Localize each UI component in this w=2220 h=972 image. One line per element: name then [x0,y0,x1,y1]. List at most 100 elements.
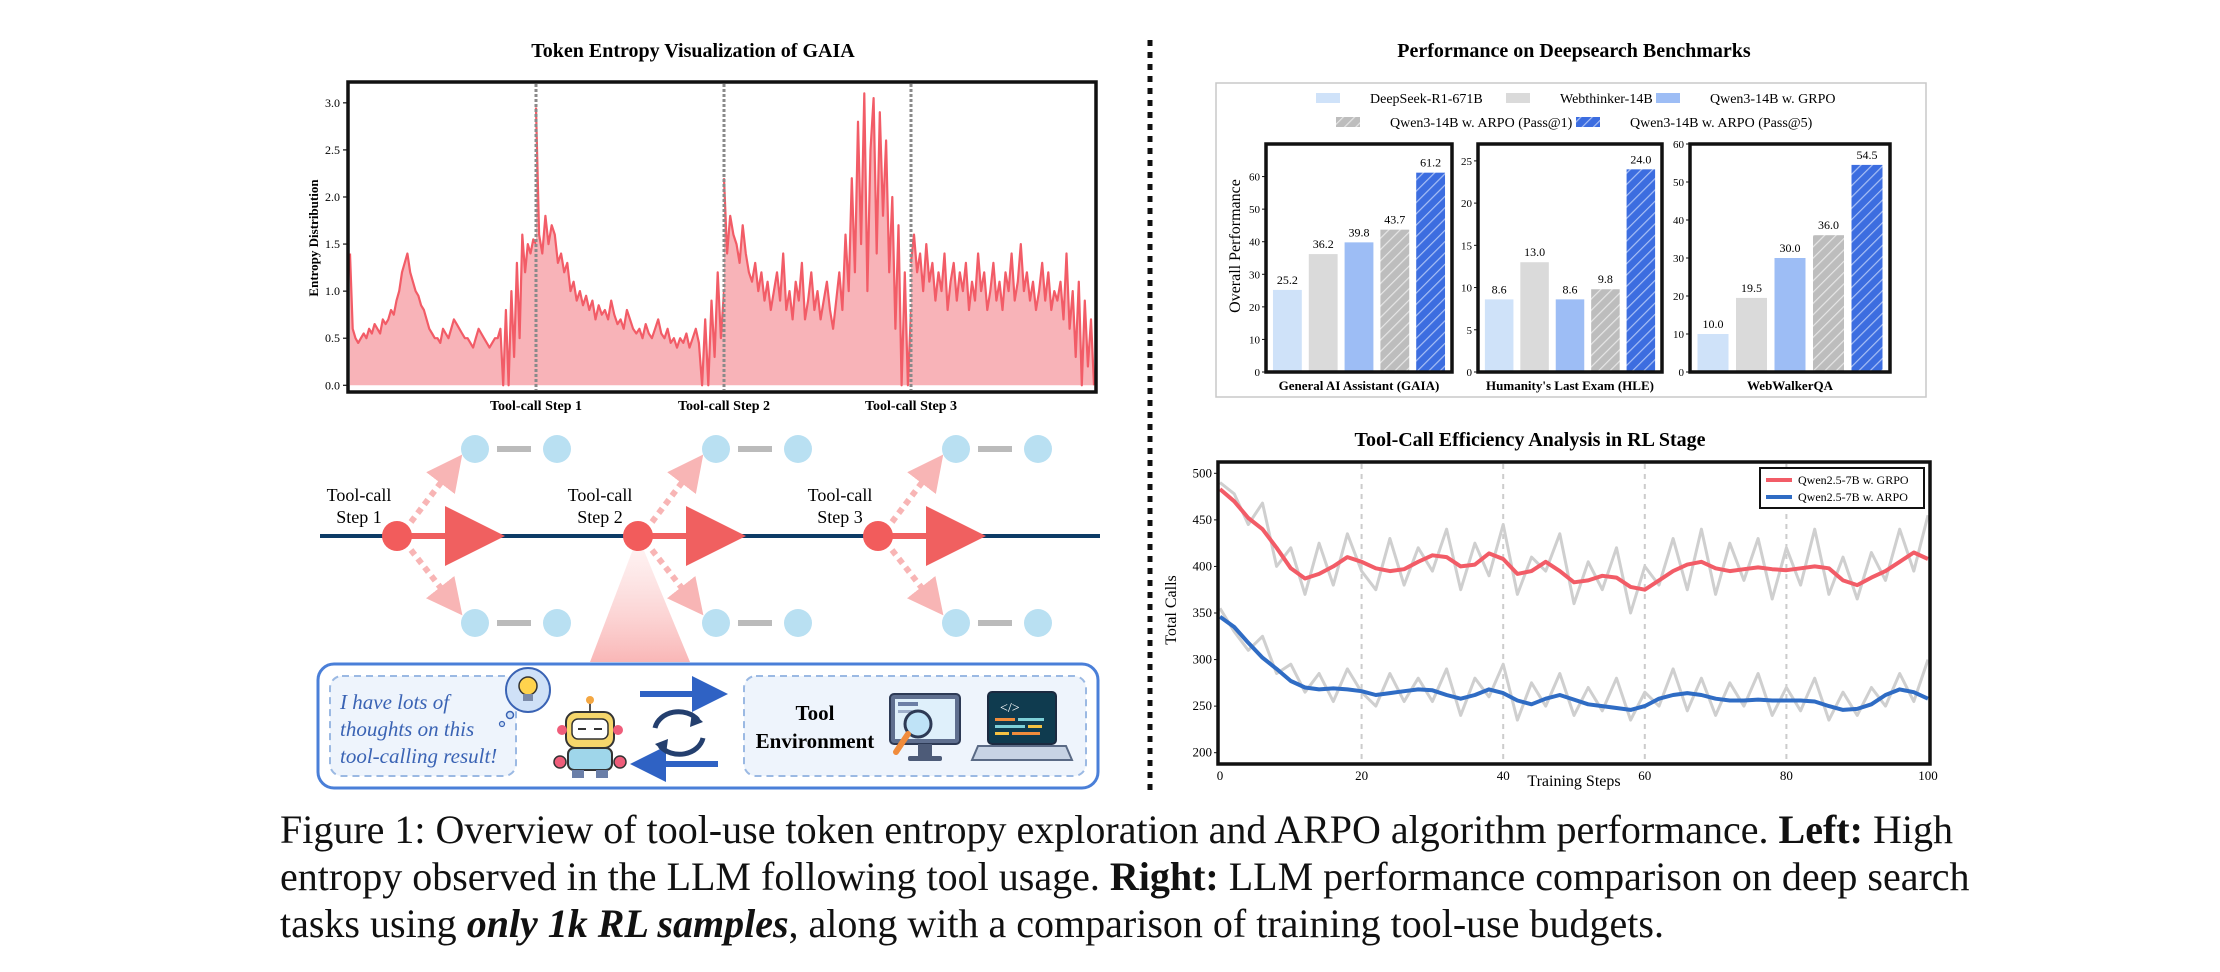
thought-line-3: tool-calling result! [340,744,497,768]
bench-bar [1591,289,1620,372]
node-label: Step 1 [336,507,382,527]
leaf-node [942,609,970,637]
entropy-ylabel: Entropy Distribution [306,179,321,297]
eff-ylabel: Total Calls [1163,575,1180,645]
branch-up-arrow [649,454,704,524]
legend-label: Webthinker-14B [1560,92,1653,107]
eff-x-tick-label: 100 [1918,768,1938,783]
legend-swatch [1316,93,1340,103]
bench-subplots: 010203040506025.236.239.843.761.2General… [1249,139,1892,393]
node-label: Tool-call [808,485,873,505]
eff-x-tick-label: 0 [1217,768,1224,783]
figure-canvas: Token Entropy Visualization of GAIA Entr… [306,40,1938,792]
legend-swatch [1336,117,1360,127]
bench-y-tick-label: 50 [1673,177,1685,189]
caption-suffix: , along with a comparison of training to… [788,901,1664,946]
bench-y-tick-label: 20 [1249,302,1261,314]
bench-bar [1520,262,1549,372]
bench-category-label: Humanity's Last Exam (HLE) [1486,378,1654,393]
bench-y-tick-label: 10 [1461,283,1473,295]
entropy-line [909,233,1096,387]
bench-y-tick-label: 10 [1249,334,1261,346]
tool-call-node [623,521,653,551]
branch-up-arrow [408,454,463,524]
benchmark-panel: Performance on Deepsearch Benchmarks Dee… [1215,40,1927,398]
branch-down-arrow [889,548,944,616]
bench-subplot-frame [1688,142,1892,374]
entropy-y-tick-label: 0.5 [325,331,340,345]
caption-right-text: LLM performance comparison on deep searc… [280,854,1970,946]
bench-bar-label: 19.5 [1741,281,1762,295]
legend-swatch [1506,93,1530,103]
leaf-node [461,609,489,637]
bench-bar-label: 61.2 [1420,156,1441,170]
legend-label: Qwen3-14B w. ARPO (Pass@1) [1390,116,1573,131]
eff-legend-label: Qwen2.5-7B w. GRPO [1798,473,1909,487]
branch-up-arrow [889,454,944,524]
bench-y-tick-label: 10 [1673,329,1685,341]
caption-emphasis: only 1k RL samples [466,901,789,946]
bench-y-tick-label: 25 [1461,156,1473,168]
bench-category-label: WebWalkerQA [1747,378,1834,393]
entropy-y-tick-label: 0.0 [325,378,340,392]
eff-raw-line [1219,481,1930,615]
eff-frame [1216,460,1932,766]
bench-bar-label: 36.0 [1818,218,1839,232]
entropy-y-tick-label: 2.0 [325,190,340,204]
caption-left-label: Left: [1778,807,1863,852]
eff-x-tick-label: 20 [1355,768,1368,783]
eff-series-line [1218,615,1929,712]
leaf-node [1024,609,1052,637]
leaf-node [702,435,730,463]
bench-bar [1344,242,1374,372]
legend-label: DeepSeek-R1-671B [1370,92,1483,107]
node-label: Tool-call [327,485,392,505]
efficiency-panel: Tool-Call Efficiency Analysis in RL Stag… [1163,429,1938,790]
entropy-y-tick-label: 1.0 [325,284,340,298]
leaf-node [543,435,571,463]
bench-subplot-frame [1476,142,1664,374]
branch-down-arrow [408,548,463,616]
leaf-node [461,435,489,463]
bench-legend: DeepSeek-R1-671B Webthinker-14B Qwen3-14B … [1316,92,1835,131]
caption-prefix: Figure 1: Overview of tool-use token ent… [280,807,1769,852]
bench-y-tick-label: 20 [1673,291,1685,303]
legend-swatch [1656,93,1680,103]
eff-y-tick-label: 250 [1193,698,1213,713]
bench-bar [1774,258,1806,372]
node-label: Step 3 [817,507,863,527]
bench-subplot-frame [1264,142,1454,374]
bench-y-tick-label: 0 [1679,367,1685,379]
bench-bar [1272,289,1302,372]
thought-line-1: I have lots of [339,690,452,714]
env-label-1: Tool [796,701,835,725]
entropy-plot [348,92,1096,387]
bench-bar [1380,229,1410,372]
bench-y-tick-label: 60 [1249,172,1261,184]
laptop-code-icon: </> [970,691,1074,761]
bench-y-tick-label: 30 [1673,253,1685,265]
bench-ylabel: Overall Performance [1227,179,1244,313]
eff-title: Tool-Call Efficiency Analysis in RL Stag… [1355,429,1706,451]
entropy-y-tick-label: 1.5 [325,237,340,251]
cycle-arrows-icon [652,709,706,757]
entropy-y-tick-label: 2.5 [325,143,340,157]
tool-call-node [863,521,893,551]
bench-bar-label: 25.2 [1277,273,1298,287]
bench-y-tick-label: 20 [1461,198,1473,210]
eff-x-tick-label: 60 [1638,768,1651,783]
thought-line-2: thoughts on this [340,717,474,741]
bench-bar-label: 30.0 [1780,241,1801,255]
bench-bar [1416,172,1446,372]
bench-bar-label: 54.5 [1857,148,1878,162]
eff-y-tick-label: 350 [1193,605,1213,620]
legend-label: Qwen3-14B w. ARPO (Pass@5) [1630,116,1813,131]
eff-legend-box [1759,467,1925,509]
entropy-title: Token Entropy Visualization of GAIA [531,40,855,62]
bench-category-label: General AI Assistant (GAIA) [1279,378,1440,393]
entropy-step-label: Tool-call Step 3 [865,399,957,414]
leaf-node [543,609,571,637]
caption-left-text: High entropy observed in the LLM followi… [280,807,1953,899]
